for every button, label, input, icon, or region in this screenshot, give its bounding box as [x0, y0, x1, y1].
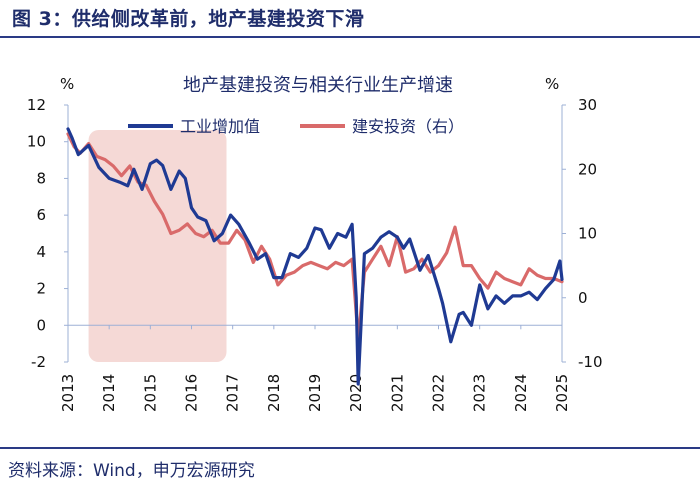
- series-line-industry: [66, 127, 564, 386]
- x-tick-label: 2015: [141, 374, 159, 412]
- right-tick-label: 0: [578, 289, 588, 307]
- x-tick-label: 2023: [471, 374, 489, 412]
- source-rule: [0, 447, 700, 449]
- legend-label-construction: 建安投资（右）: [352, 117, 464, 136]
- x-tick-label: 2024: [512, 374, 530, 412]
- right-tick-label: 20: [578, 160, 597, 178]
- x-tick-label: 2021: [388, 374, 406, 412]
- source-note: 资料来源：Wind，申万宏源研究: [8, 461, 255, 481]
- x-tick-label: 2018: [265, 374, 283, 412]
- series-lines: [66, 127, 564, 386]
- right-tick-label: 30: [578, 96, 597, 114]
- shaded-period: [88, 130, 227, 362]
- right-axis: -10 0 10 20 30: [561, 96, 603, 371]
- right-tick-label: 10: [578, 225, 597, 243]
- x-axis: 2013 2014 2015 2016 2017 2018 2019 2020 2021 2022…: [59, 325, 571, 412]
- right-unit-label: %: [545, 75, 559, 93]
- left-tick-label: 6: [36, 206, 46, 224]
- chart-title: 地产基建投资与相关行业生产增速: [183, 75, 453, 96]
- right-tick-label: -10: [578, 353, 603, 371]
- left-tick-label: 8: [36, 169, 46, 187]
- left-tick-label: 2: [36, 280, 46, 298]
- legend-label-industry: 工业增加值: [180, 117, 260, 136]
- figure-title: 图 3：供给侧改革前，地产基建投资下滑: [12, 8, 365, 30]
- x-tick-label: 2019: [306, 374, 324, 412]
- left-tick-label: 4: [36, 243, 46, 261]
- left-unit-label: %: [60, 75, 74, 93]
- x-tick-label: 2013: [59, 374, 77, 412]
- legend: 工业增加值 建安投资（右）: [128, 117, 464, 136]
- x-tick-label: 2025: [553, 374, 571, 412]
- title-rule: [0, 36, 700, 38]
- x-tick-label: 2017: [224, 374, 242, 412]
- left-tick-label: 10: [27, 133, 46, 151]
- left-tick-label: -2: [31, 353, 46, 371]
- x-tick-label: 2014: [100, 374, 118, 412]
- left-tick-label: 12: [27, 96, 46, 114]
- x-tick-label: 2020: [347, 374, 365, 412]
- x-tick-label: 2022: [430, 374, 448, 412]
- series-line-construction: [66, 132, 564, 342]
- x-tick-label: 2016: [183, 374, 201, 412]
- left-tick-label: 0: [36, 316, 46, 334]
